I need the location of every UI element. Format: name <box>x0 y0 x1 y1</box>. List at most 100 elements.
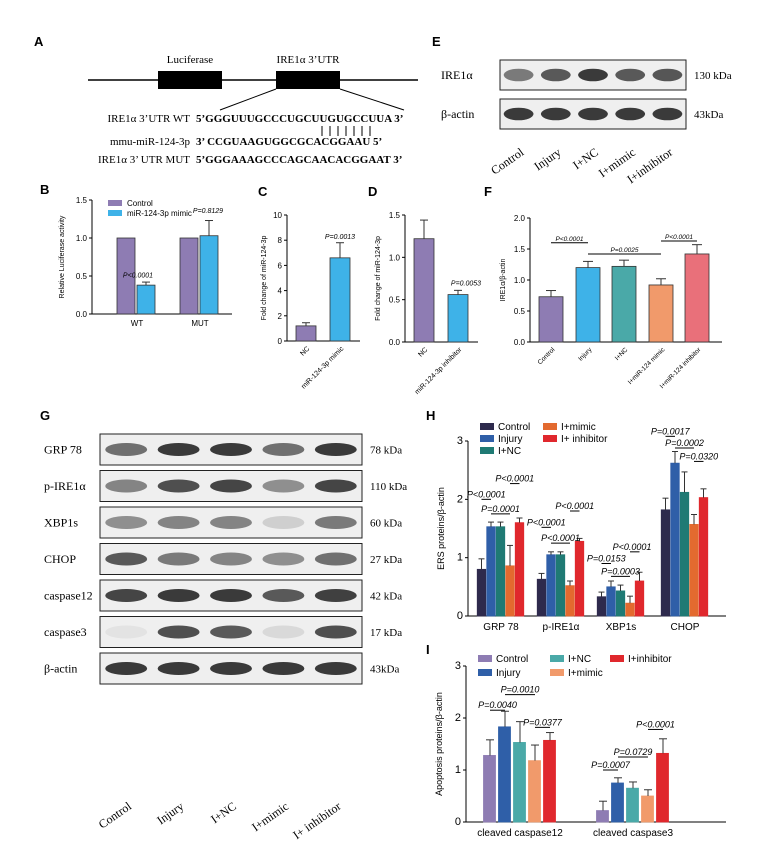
blot-row: β-actin 43kDa <box>44 652 399 685</box>
legend-label: Injury <box>498 434 522 445</box>
bar <box>476 568 487 617</box>
blot-band <box>105 515 148 530</box>
seq-row-sequence: 3’ CCGUAAGUGGCGCACGGAAU 5’ <box>196 136 382 148</box>
seq-row-label: IRE1α 3’UTR WT <box>107 113 190 125</box>
x-tick-label: NC <box>299 345 311 357</box>
y-tick-label: 0 <box>278 337 283 346</box>
blot-band <box>210 625 252 639</box>
p-value-label: P=0.0153 <box>587 554 626 564</box>
blot-band <box>105 588 148 603</box>
p-value-label: P<0.0001 <box>495 474 534 484</box>
legend-swatch <box>108 200 122 206</box>
blot-band <box>210 661 252 676</box>
legend-swatch <box>543 423 557 430</box>
blot-lane-label: Control <box>488 145 527 178</box>
p-value-label: P<0.0001 <box>541 533 580 543</box>
blot-band <box>262 661 305 676</box>
y-tick-label: 1.0 <box>514 276 526 285</box>
x-tick-label: Injury <box>577 346 594 363</box>
blot-band <box>540 107 571 121</box>
panel-label-e: E <box>432 34 441 49</box>
blot-band <box>540 68 571 82</box>
y-tick-label: 1.0 <box>76 234 88 243</box>
bar <box>536 578 547 617</box>
legend-swatch <box>108 210 122 216</box>
legend-swatch <box>543 435 557 442</box>
blot-band <box>314 442 357 457</box>
bar <box>656 752 669 823</box>
blot-band <box>157 552 200 566</box>
legend-label: miR-124-3p mimic <box>127 209 192 218</box>
bar <box>543 739 556 823</box>
chart-i: 0 1 2 3 Apoptosis proteins/β-actin cleaved ca… <box>434 654 726 839</box>
y-tick-label: 1.5 <box>389 211 401 220</box>
bar <box>698 497 709 617</box>
y-tick-label: 0.5 <box>76 272 88 281</box>
panel-label-b: B <box>40 182 49 197</box>
y-tick-label: 2 <box>457 493 463 505</box>
blot-band <box>578 107 608 121</box>
blot-band <box>652 68 683 82</box>
blot-band <box>210 479 252 493</box>
y-tick-label: 1.5 <box>514 245 526 254</box>
legend-label: Control <box>127 199 153 208</box>
bar <box>641 795 654 823</box>
blot-lane-label: Injury <box>154 799 186 827</box>
bar <box>329 257 351 342</box>
legend-swatch <box>480 423 494 430</box>
blot-protein-label: p-IRE1α <box>44 479 86 493</box>
bar <box>615 590 626 617</box>
bar <box>634 580 645 617</box>
blot-kda-label: 110 kDa <box>370 481 407 493</box>
blot-protein-label: caspase3 <box>44 625 87 639</box>
blot-lane-label: Control <box>96 799 135 832</box>
blot-kda-label: 27 kDa <box>370 554 402 566</box>
y-tick-label: 1.0 <box>389 253 401 262</box>
p-value-label: P=0.0002 <box>665 438 704 448</box>
bar <box>660 509 671 617</box>
blot-protein-label: IRE1α <box>441 68 473 82</box>
panel-label-i: I <box>426 642 430 657</box>
panel-label-c: C <box>258 184 268 199</box>
legend-label: I+NC <box>498 446 521 457</box>
blot-band <box>615 107 646 121</box>
blot-row: XBP1s 60 kDa <box>44 506 402 539</box>
p-value-label: P=0.0729 <box>614 747 653 757</box>
seq-row-sequence: 5’GGGUUUGCCCUGCUUGUGCCUUA 3’ <box>196 113 403 125</box>
p-value-label: P=0.0320 <box>679 451 718 461</box>
y-tick-label: 6 <box>278 261 283 270</box>
p-value-label: P=0.0017 <box>651 426 691 436</box>
y-tick-label: 0 <box>457 610 463 622</box>
bar <box>495 526 506 617</box>
legend-swatch <box>610 655 624 662</box>
seq-row-sequence: 5’GGGAAAGCCCAGCAACACGGAAT 3’ <box>196 154 402 166</box>
p-value-label: P<0.0001 <box>467 489 506 499</box>
x-tick-label: cleaved caspase12 <box>477 828 563 839</box>
blot-band <box>157 515 200 530</box>
legend-label: I+NC <box>568 654 591 665</box>
p-value-label: P=0.0001 <box>481 504 520 514</box>
y-tick-label: 1.5 <box>76 196 88 205</box>
p-value-label: P<0.0001 <box>527 517 566 527</box>
bar <box>596 810 609 823</box>
x-tick-label: I+NC <box>614 346 630 362</box>
legend-swatch <box>478 669 492 676</box>
blot-row: β-actin 43kDa <box>441 98 723 130</box>
blot-lane-label: I+NC <box>208 799 239 826</box>
blot-protein-label: β-actin <box>44 662 77 676</box>
utr-label: IRE1α 3’UTR <box>277 54 341 66</box>
blot-row: caspase12 42 kDa <box>44 579 402 612</box>
blot-kda-label: 42 kDa <box>370 591 402 603</box>
y-tick-label: 0 <box>455 816 461 828</box>
legend-label: Injury <box>496 668 520 679</box>
bar <box>136 284 156 315</box>
bar <box>626 787 639 823</box>
blot-band <box>314 479 357 493</box>
legend-label: I+mimic <box>568 668 603 679</box>
blot-band <box>105 442 148 457</box>
p-value-label: P=0.0013 <box>325 234 355 241</box>
y-axis-label: Apoptosis proteins/β-actin <box>434 692 444 796</box>
bar <box>565 585 575 617</box>
p-value-label: P=0.0377 <box>523 717 563 727</box>
